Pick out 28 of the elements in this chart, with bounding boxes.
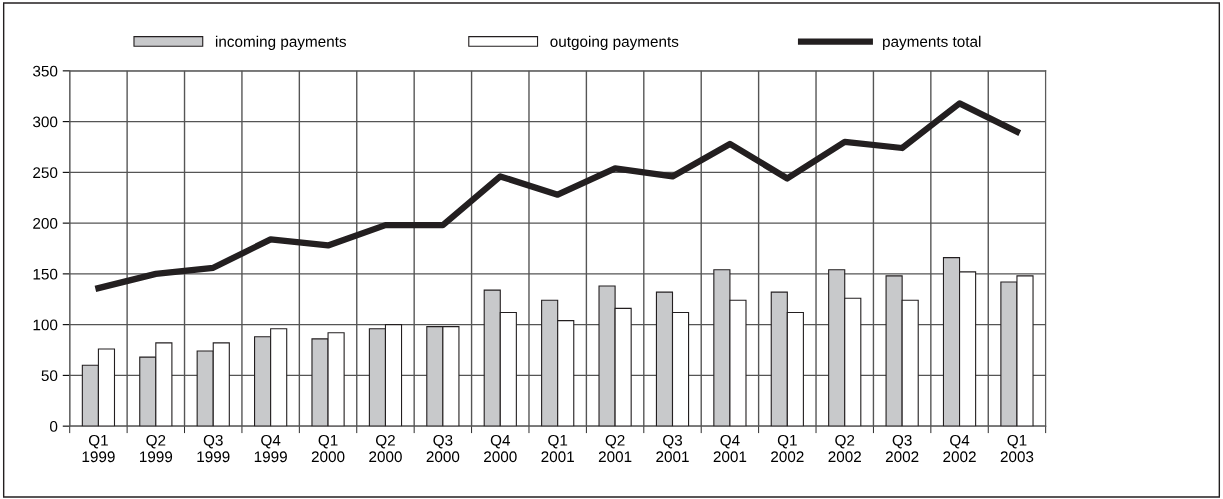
- x-tick-label: Q2 2000: [369, 434, 402, 463]
- x-tick-label: Q3 2000: [426, 434, 460, 463]
- legend-label: outgoing payments: [550, 35, 679, 50]
- x-tick-label: Q1 2002: [771, 434, 804, 463]
- y-tick-label: 350: [33, 65, 58, 77]
- x-tick-label: Q3 2001: [656, 434, 689, 463]
- y-tick-label: 300: [33, 116, 58, 128]
- x-tick-label: Q1 1999: [82, 434, 115, 463]
- y-tick-label: 250: [33, 167, 58, 179]
- legend-label: incoming payments: [215, 35, 347, 50]
- x-tick-label: Q3 2002: [885, 434, 919, 463]
- x-tick-label: Q3 1999: [197, 434, 230, 463]
- y-tick-label: 200: [33, 217, 58, 229]
- legend-label: payments total: [883, 35, 981, 50]
- x-tick-label: Q4 2001: [713, 434, 747, 463]
- x-tick-label: Q2 1999: [140, 434, 173, 463]
- x-tick-label: Q1 2000: [311, 434, 345, 463]
- y-tick-label: 50: [41, 370, 58, 382]
- x-tick-label: Q2 2002: [828, 434, 861, 463]
- y-tick-label: 150: [33, 268, 58, 280]
- x-tick-label: Q1 2001: [541, 434, 574, 463]
- x-tick-label: Q2 2001: [598, 434, 632, 463]
- y-tick-label: 100: [33, 319, 58, 331]
- x-tick-label: Q4 2002: [943, 434, 976, 463]
- x-tick-label: Q4 1999: [254, 434, 287, 463]
- x-tick-label: Q1 2003: [1000, 434, 1034, 463]
- y-tick-label: 0: [50, 421, 58, 432]
- x-tick-label: Q4 2000: [484, 434, 517, 463]
